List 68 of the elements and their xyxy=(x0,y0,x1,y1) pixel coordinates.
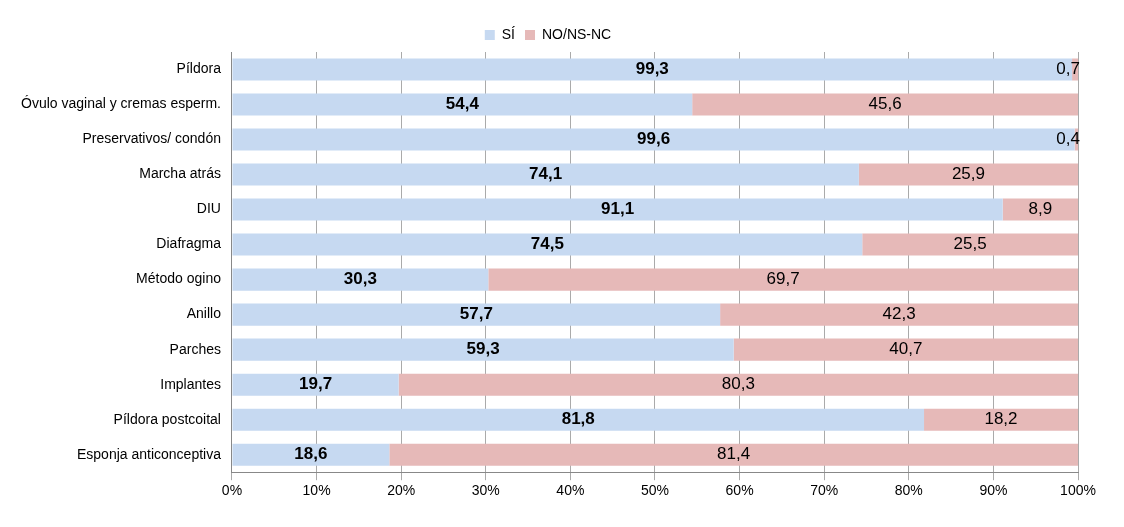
y-tick-label: Esponja anticonceptiva xyxy=(76,445,222,462)
data-label: 69,7 xyxy=(766,269,800,289)
data-label: 19,7 xyxy=(299,374,333,394)
bar xyxy=(862,233,1078,256)
data-label: 59,3 xyxy=(466,339,500,359)
bar xyxy=(733,338,1078,361)
bar xyxy=(924,408,1078,431)
x-tick-label: 80% xyxy=(894,482,923,499)
data-label: 40,7 xyxy=(889,339,923,359)
bar xyxy=(858,163,1078,186)
bar xyxy=(488,268,1078,291)
bar xyxy=(232,408,925,431)
y-tick-label: Parches xyxy=(169,340,221,357)
legend-label: SÍ xyxy=(501,25,516,42)
data-label: 74,1 xyxy=(529,164,563,184)
x-tick-label: 100% xyxy=(1060,482,1096,499)
data-label: 45,6 xyxy=(868,94,902,114)
bar xyxy=(232,443,390,466)
x-tick-label: 40% xyxy=(556,482,585,499)
data-label: 42,3 xyxy=(882,304,916,324)
bar xyxy=(232,303,721,326)
x-tick-label: 90% xyxy=(979,482,1008,499)
y-tick-label: Implantes xyxy=(160,375,221,392)
bar xyxy=(232,163,859,186)
data-label: 25,9 xyxy=(951,164,985,184)
data-label: 99,3 xyxy=(635,59,669,79)
y-tick-label: Anillo xyxy=(186,305,222,322)
y-tick-label: Preservativos/ condón xyxy=(82,130,221,147)
bar xyxy=(398,373,1078,396)
data-label: 99,6 xyxy=(636,129,671,149)
x-tick-label: 70% xyxy=(810,482,839,499)
bar xyxy=(692,93,1078,116)
bar xyxy=(232,198,1003,221)
data-label: 57,7 xyxy=(459,304,493,324)
y-tick-label: Óvulo vaginal y cremas esperm. xyxy=(21,95,221,112)
data-label: 30,3 xyxy=(343,269,377,289)
x-tick-label: 50% xyxy=(640,482,669,499)
x-tick-label: 60% xyxy=(725,482,754,499)
y-tick-label: Píldora xyxy=(176,60,222,77)
data-label: 18,6 xyxy=(294,444,328,464)
data-label: 8,9 xyxy=(1028,199,1053,219)
bar xyxy=(389,443,1078,466)
bar xyxy=(232,233,863,256)
data-label: 91,1 xyxy=(601,199,635,219)
y-tick-label: Diafragma xyxy=(156,235,222,252)
data-label: 74,5 xyxy=(530,234,564,254)
legend-label: NO/NS-NC xyxy=(542,25,612,42)
bar xyxy=(232,373,399,396)
data-label: 0,7 xyxy=(1056,59,1080,79)
data-label: 0,4 xyxy=(1056,129,1080,149)
x-tick-label: 10% xyxy=(302,482,331,499)
y-tick-label: Píldora postcoital xyxy=(113,410,221,427)
data-label: 54,4 xyxy=(445,94,480,114)
x-tick-label: 30% xyxy=(471,482,500,499)
bar xyxy=(720,303,1078,326)
y-tick-label: Método ogino xyxy=(136,270,222,287)
data-label: 25,5 xyxy=(953,234,987,254)
data-label: 80,3 xyxy=(721,374,755,394)
bar xyxy=(232,338,734,361)
y-tick-label: Marcha atrás xyxy=(139,165,221,182)
bar xyxy=(232,268,489,291)
y-tick-label: DIU xyxy=(196,200,221,217)
bar xyxy=(232,93,693,116)
data-label: 18,2 xyxy=(984,409,1018,429)
x-tick-label: 20% xyxy=(387,482,416,499)
data-label: 81,8 xyxy=(561,409,595,429)
x-tick-label: 0% xyxy=(221,482,243,499)
data-label: 81,4 xyxy=(717,444,751,464)
